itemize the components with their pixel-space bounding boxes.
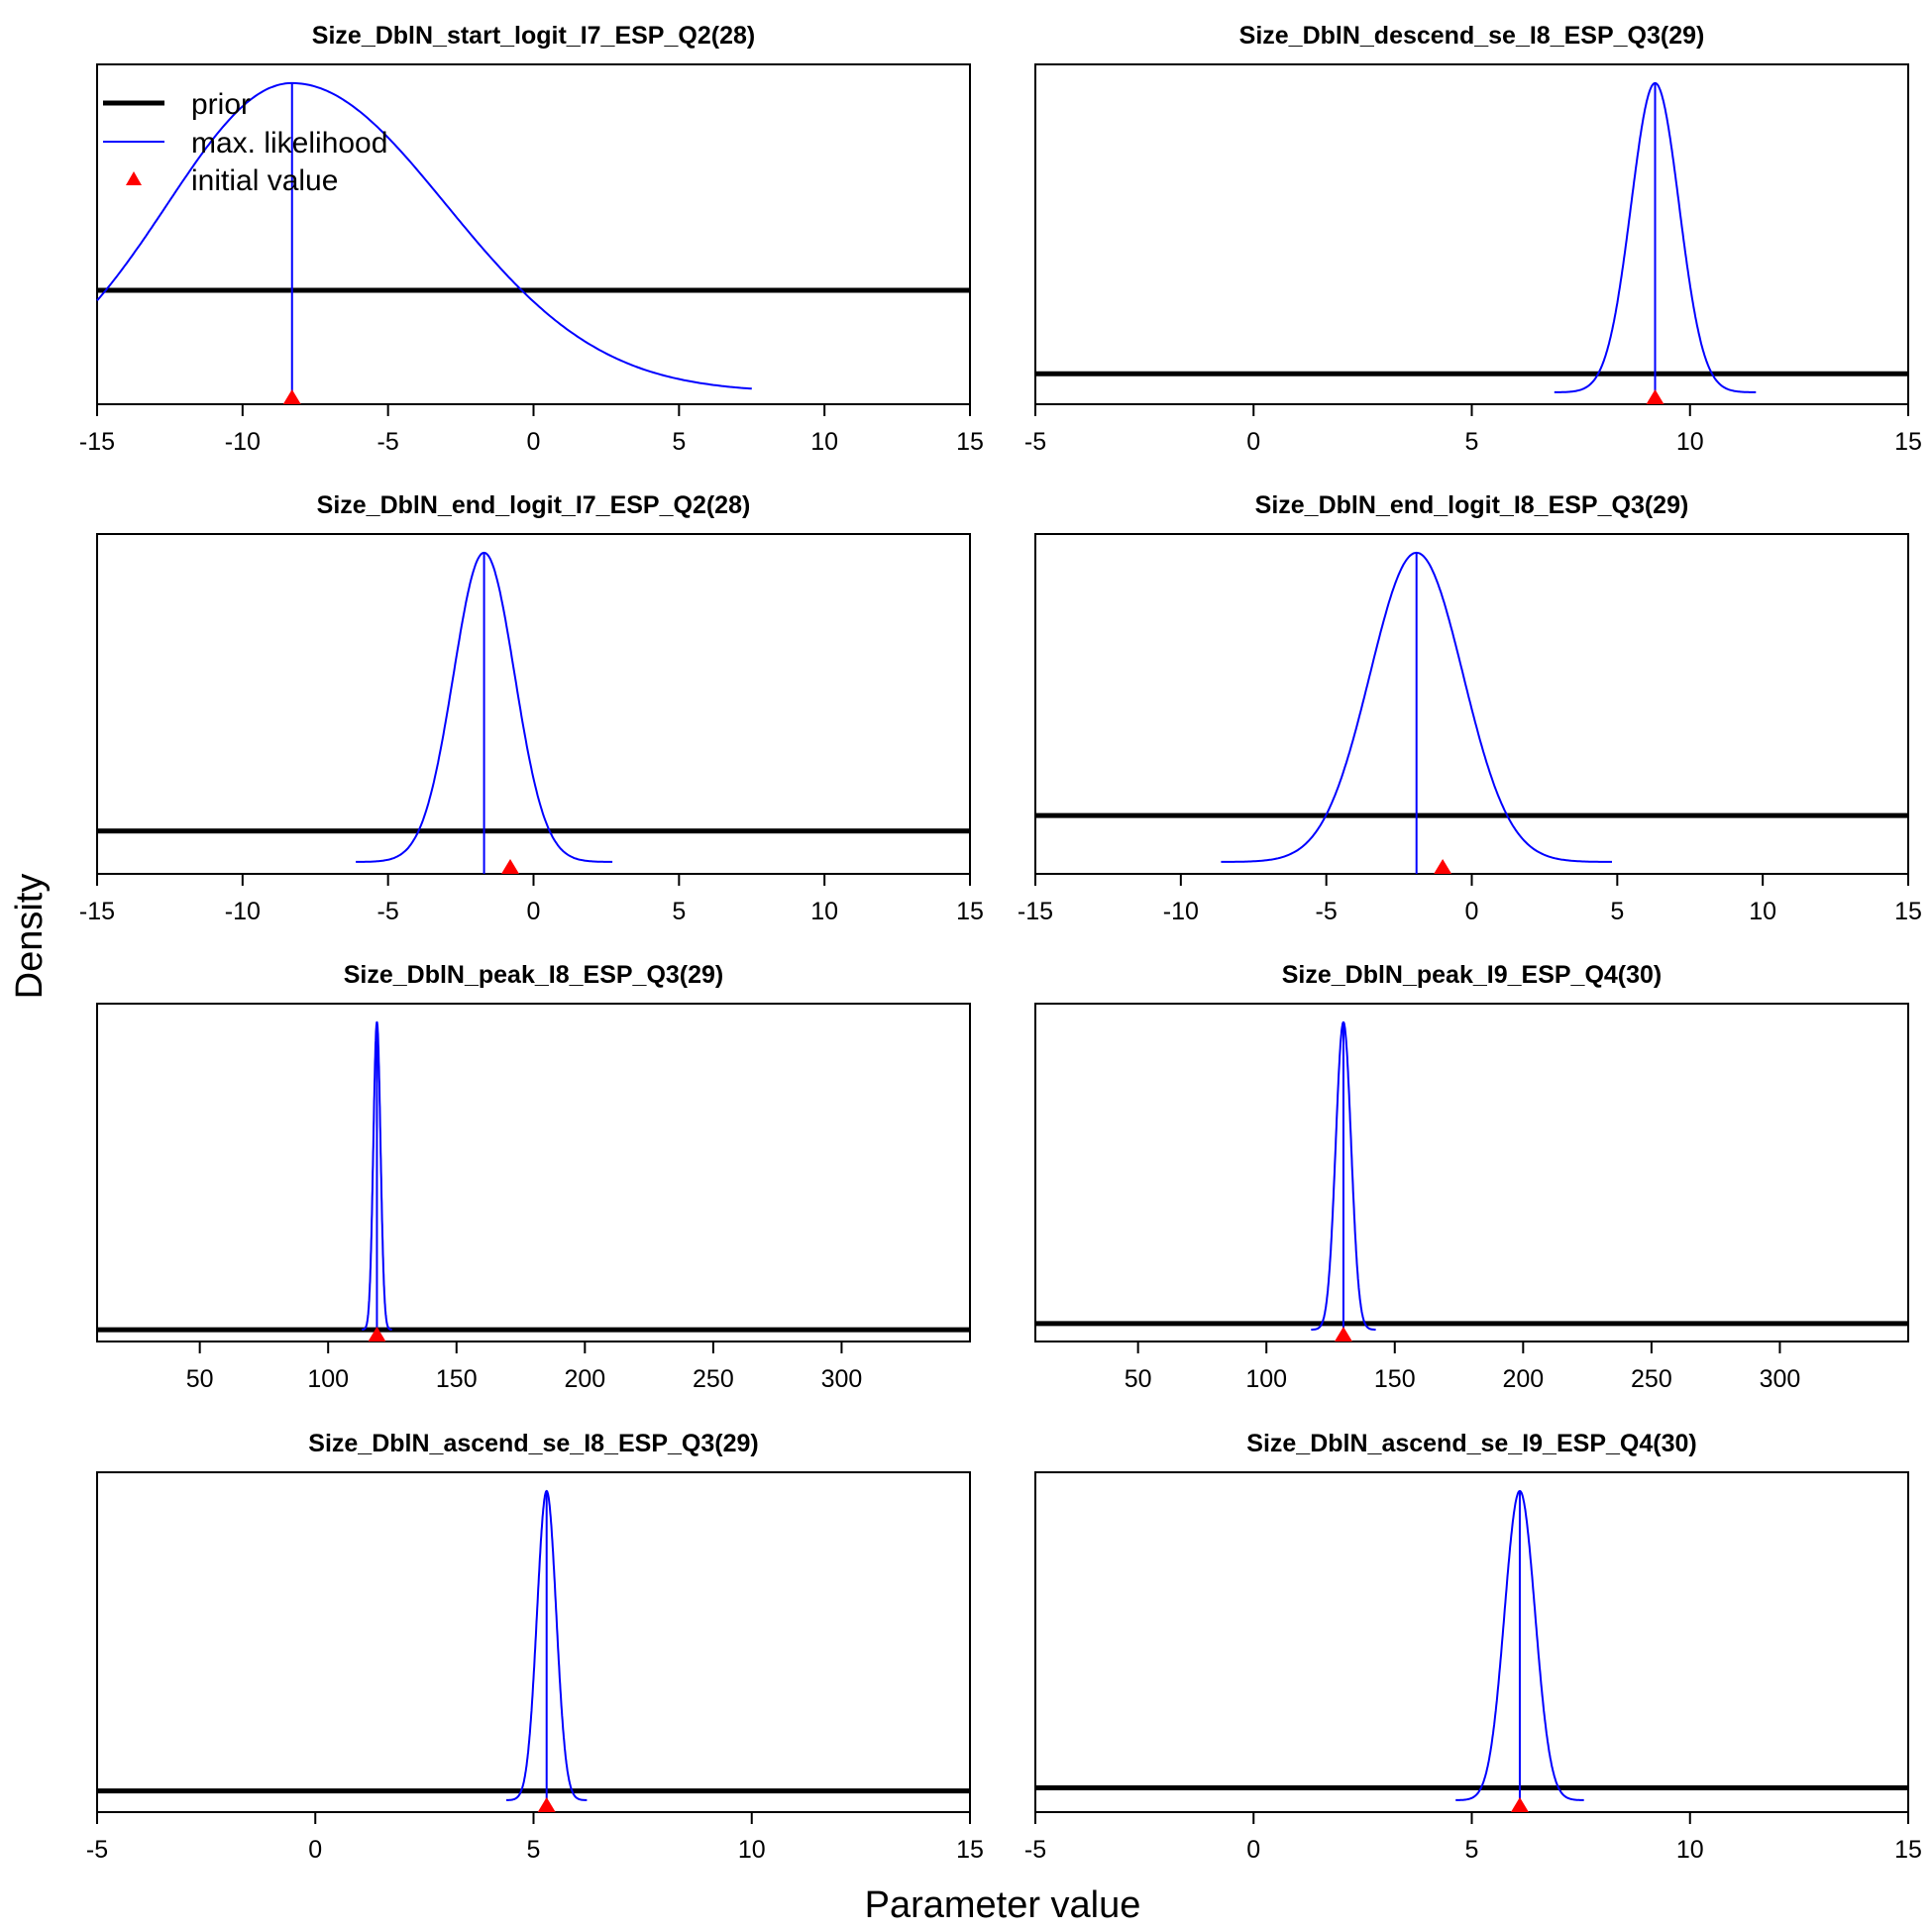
x-tick-label: -10 <box>225 428 261 456</box>
x-tick-label: -5 <box>1316 898 1338 925</box>
x-tick-label: -5 <box>377 898 399 925</box>
initial-value-marker <box>501 859 520 874</box>
chart-panel-7: Size_DblN_ascend_se_I8_ESP_Q3(29) -5 0 5 10 1… <box>86 1430 984 1864</box>
x-tick-label: 10 <box>810 428 838 456</box>
x-tick-label: 0 <box>1246 428 1260 456</box>
initial-value-marker <box>1334 1327 1352 1342</box>
x-tick-label: 0 <box>527 428 541 456</box>
x-tick-label: 10 <box>1676 428 1704 456</box>
x-tick-label: 250 <box>1631 1365 1672 1393</box>
x-tick-label: -5 <box>1024 1836 1046 1864</box>
x-tick-label: -10 <box>225 898 261 925</box>
x-tick-label: 0 <box>527 898 541 925</box>
x-tick-label: 200 <box>1502 1365 1544 1393</box>
x-tick-label: 10 <box>810 898 838 925</box>
x-tick-label: 0 <box>1246 1836 1260 1864</box>
x-tick-label: 5 <box>1610 898 1624 925</box>
x-tick-label: 200 <box>564 1365 605 1393</box>
x-tick-label: 100 <box>1245 1365 1287 1393</box>
x-tick-label: 0 <box>308 1836 322 1864</box>
initial-value-marker <box>282 389 301 404</box>
chart-panel-6: Size_DblN_peak_I9_ESP_Q4(30) 50 100 150 200 2… <box>1034 961 1909 1393</box>
plot-frame <box>1034 1003 1909 1342</box>
panel-title: Size_DblN_ascend_se_I8_ESP_Q3(29) <box>308 1430 758 1457</box>
x-tick-label: -5 <box>377 428 399 456</box>
x-tick-label: 15 <box>956 428 984 456</box>
panel-title: Size_DblN_peak_I8_ESP_Q3(29) <box>344 961 724 989</box>
panel-title: Size_DblN_ascend_se_I9_ESP_Q4(30) <box>1246 1430 1696 1457</box>
legend-swatch-initial <box>126 171 142 185</box>
chart-panel-3: Size_DblN_end_logit_I7_ESP_Q2(28) -15 -10 -… <box>79 491 984 925</box>
mle-density-curve <box>96 81 752 390</box>
chart-panel-5: Size_DblN_peak_I8_ESP_Q3(29) 50 100 150 200 2… <box>96 961 971 1393</box>
x-tick-label: 15 <box>1894 1836 1922 1864</box>
x-tick-label: 100 <box>307 1365 349 1393</box>
chart-panel-4: Size_DblN_end_logit_I8_ESP_Q3(29) -15 -10 -… <box>1018 491 1922 925</box>
legend-label: max. likelihood <box>191 127 387 160</box>
plot-frame <box>96 1003 971 1342</box>
x-tick-label: 5 <box>527 1836 541 1864</box>
x-tick-label: 15 <box>956 1836 984 1864</box>
chart-panel-1: Size_DblN_start_logit_I7_ESP_Q2(28) -15 -1… <box>79 22 984 456</box>
x-tick-label: -15 <box>1018 898 1053 925</box>
x-tick-label: -10 <box>1163 898 1199 925</box>
legend-label: initial value <box>191 164 338 197</box>
x-tick-label: 15 <box>1894 898 1922 925</box>
x-tick-label: 300 <box>821 1365 863 1393</box>
x-tick-label: 0 <box>1465 898 1479 925</box>
x-tick-label: 50 <box>1125 1365 1152 1393</box>
x-tick-label: 15 <box>956 898 984 925</box>
legend-label: prior <box>191 88 251 121</box>
x-tick-label: 10 <box>1749 898 1776 925</box>
panel-title: Size_DblN_start_logit_I7_ESP_Q2(28) <box>312 22 755 50</box>
x-tick-label: -15 <box>79 428 115 456</box>
x-axis-title: Parameter value <box>865 1884 1141 1926</box>
initial-value-marker <box>1510 1797 1529 1812</box>
x-tick-label: 10 <box>1676 1836 1704 1864</box>
x-tick-label: 150 <box>436 1365 478 1393</box>
x-tick-label: 250 <box>693 1365 734 1393</box>
initial-value-marker <box>1434 859 1452 874</box>
x-tick-label: -5 <box>1024 428 1046 456</box>
x-tick-label: 50 <box>186 1365 214 1393</box>
x-tick-label: 15 <box>1894 428 1922 456</box>
chart-panel-2: Size_DblN_descend_se_I8_ESP_Q3(29) -5 0 5 10… <box>1024 22 1922 456</box>
panels: Size_DblN_start_logit_I7_ESP_Q2(28) -15 -1… <box>79 22 1922 1864</box>
y-axis-title: Density <box>9 874 51 1000</box>
panel-title: Size_DblN_descend_se_I8_ESP_Q3(29) <box>1239 22 1705 50</box>
x-tick-label: -15 <box>79 898 115 925</box>
panel-title: Size_DblN_peak_I9_ESP_Q4(30) <box>1282 961 1663 989</box>
chart-panel-8: Size_DblN_ascend_se_I9_ESP_Q4(30) -5 0 5 10 1… <box>1024 1430 1922 1864</box>
x-tick-label: 150 <box>1374 1365 1416 1393</box>
panel-title: Size_DblN_end_logit_I8_ESP_Q3(29) <box>1255 491 1689 519</box>
x-tick-label: 5 <box>1465 1836 1479 1864</box>
x-tick-label: 5 <box>1465 428 1479 456</box>
x-tick-label: 10 <box>738 1836 766 1864</box>
initial-value-marker <box>537 1797 556 1812</box>
initial-value-marker <box>1646 389 1664 404</box>
x-tick-label: 5 <box>672 898 686 925</box>
x-tick-label: 5 <box>672 428 686 456</box>
x-tick-label: 300 <box>1760 1365 1801 1393</box>
legend: prior max. likelihood initial value <box>103 88 387 197</box>
panel-title: Size_DblN_end_logit_I7_ESP_Q2(28) <box>317 491 751 519</box>
initial-value-marker <box>368 1327 386 1342</box>
x-tick-label: -5 <box>86 1836 108 1864</box>
